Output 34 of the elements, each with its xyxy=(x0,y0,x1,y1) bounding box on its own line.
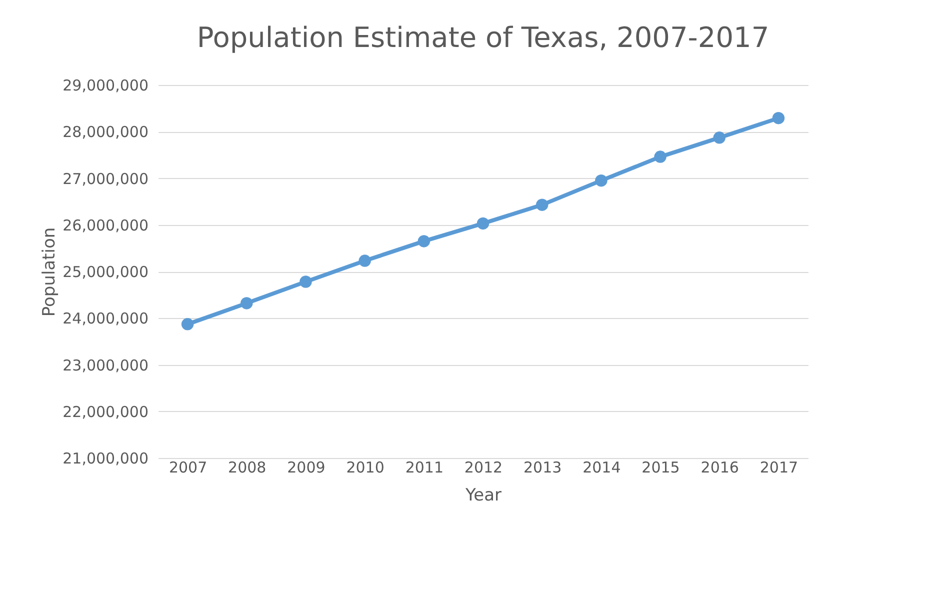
x-tick-label: 2016 xyxy=(700,458,739,476)
point xyxy=(181,318,194,330)
x-tick-label: 2008 xyxy=(228,458,266,476)
x-tick-label: 2011 xyxy=(405,458,444,476)
y-tick-label: 23,000,000 xyxy=(62,356,148,374)
y-tick-label: 21,000,000 xyxy=(62,450,148,468)
point xyxy=(772,112,785,124)
point xyxy=(240,297,253,310)
y-tick-label: 25,000,000 xyxy=(62,263,148,281)
y-tick-label: 28,000,000 xyxy=(62,123,148,142)
chart-title: Population Estimate of Texas, 2007-2017 xyxy=(196,21,770,54)
point xyxy=(595,174,608,187)
x-axis-title: Year xyxy=(464,486,502,506)
y-tick-label: 27,000,000 xyxy=(62,170,148,188)
y-tick-label: 26,000,000 xyxy=(62,216,148,234)
x-tick-label: 2010 xyxy=(346,458,384,476)
point xyxy=(418,235,430,248)
point xyxy=(654,150,666,163)
y-axis-title: Population xyxy=(40,227,60,317)
x-tick-label: 2013 xyxy=(523,458,562,476)
x-tick-label: 2007 xyxy=(168,458,208,476)
y-tick-label: 24,000,000 xyxy=(62,310,148,328)
point xyxy=(300,276,312,288)
x-tick-label: 2017 xyxy=(760,458,798,476)
y-tick-label: 29,000,000 xyxy=(62,76,148,94)
x-tick-label: 2014 xyxy=(582,458,621,476)
point xyxy=(358,254,371,267)
point xyxy=(713,132,726,144)
x-tick-label: 2012 xyxy=(464,458,503,476)
x-tick-label: 2009 xyxy=(287,458,326,476)
point xyxy=(536,198,548,211)
y-tick-label: 22,000,000 xyxy=(62,402,148,421)
x-tick-label: 2015 xyxy=(642,458,680,476)
point xyxy=(476,217,490,230)
